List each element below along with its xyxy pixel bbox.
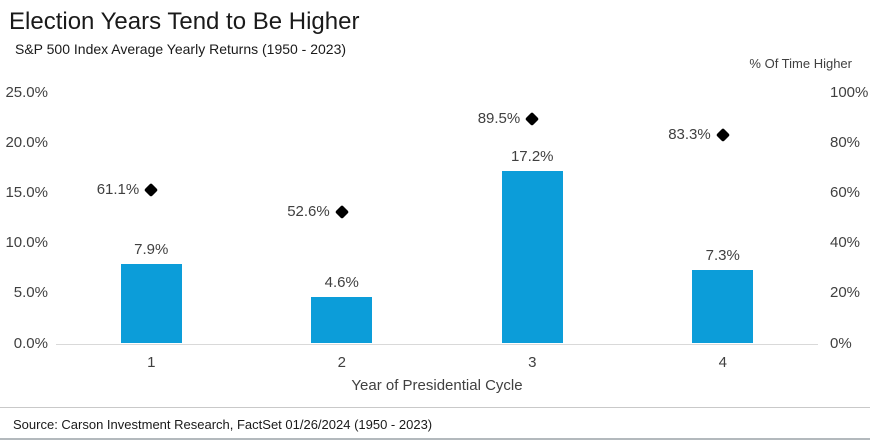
- chart-subtitle: S&P 500 Index Average Yearly Returns (19…: [15, 41, 347, 57]
- x-axis-category-label: 4: [718, 354, 727, 371]
- diamond-value-label: 83.3%: [668, 125, 711, 143]
- bar-value-label: 7.3%: [705, 247, 740, 265]
- footer-separator-line: [0, 407, 870, 408]
- bottom-border-line: [0, 438, 870, 440]
- bar: [501, 171, 563, 344]
- left-axis-tick-label: 20.0%: [5, 134, 48, 152]
- left-axis-tick-label: 10.0%: [5, 234, 48, 252]
- right-axis-tick-label: 100%: [830, 84, 869, 101]
- x-axis-category-label: 3: [528, 354, 537, 371]
- bar: [120, 264, 182, 344]
- left-axis-tick-label: 25.0%: [5, 84, 48, 101]
- diamond-marker: [525, 112, 540, 127]
- bar: [311, 297, 373, 344]
- x-axis-baseline: [56, 344, 818, 345]
- left-axis-tick-label: 15.0%: [5, 184, 48, 202]
- chart-title: Election Years Tend to Be Higher: [9, 8, 360, 35]
- diamond-value-label: 61.1%: [96, 181, 140, 199]
- right-axis-tick-label: 40%: [830, 234, 861, 252]
- x-axis-category-label: 1: [147, 354, 156, 371]
- diamond-marker: [715, 127, 730, 142]
- bar-value-label: 17.2%: [510, 148, 554, 166]
- source-text: Source: Carson Investment Research, Fact…: [13, 417, 433, 432]
- right-axis-tick-label: 0%: [830, 334, 852, 352]
- bar-value-label: 7.9%: [134, 241, 169, 259]
- bar: [692, 270, 754, 344]
- diamond-value-label: 89.5%: [477, 110, 521, 128]
- bar-value-label: 4.6%: [324, 274, 359, 292]
- right-axis-title: % Of Time Higher: [749, 56, 852, 71]
- left-axis-tick-label: 0.0%: [13, 334, 48, 352]
- diamond-marker: [334, 204, 349, 219]
- x-axis-category-label: 2: [337, 354, 346, 371]
- diamond-value-label: 52.6%: [287, 202, 330, 220]
- x-axis-title: Year of Presidential Cycle: [351, 377, 523, 394]
- right-axis-tick-label: 20%: [830, 284, 861, 302]
- right-axis-tick-label: 80%: [830, 134, 861, 152]
- right-axis-tick-label: 60%: [830, 184, 861, 202]
- left-axis-tick-label: 5.0%: [13, 284, 48, 302]
- diamond-marker: [144, 183, 159, 198]
